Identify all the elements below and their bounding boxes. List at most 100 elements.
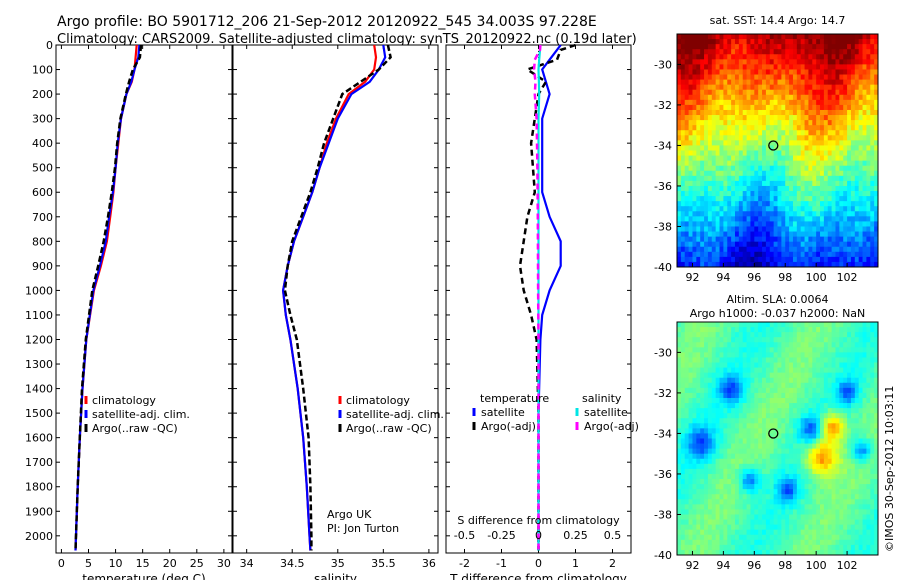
heatmap-cell bbox=[696, 175, 701, 182]
heatmap-cell bbox=[874, 231, 879, 238]
heatmap-cell bbox=[723, 504, 728, 510]
heatmap-cell bbox=[812, 352, 817, 358]
heatmap-cell bbox=[820, 221, 825, 227]
heatmap-cell bbox=[754, 74, 759, 80]
heatmap-cell bbox=[692, 115, 697, 121]
heatmap-cell bbox=[854, 89, 860, 96]
heatmap-cell bbox=[688, 382, 693, 389]
heatmap-cell bbox=[692, 226, 697, 232]
heatmap-cell bbox=[850, 504, 856, 510]
heatmap-cell bbox=[727, 332, 732, 338]
heatmap-cell bbox=[831, 150, 836, 156]
heatmap-cell bbox=[850, 438, 856, 444]
heatmap-cell bbox=[792, 251, 798, 258]
heatmap-cell bbox=[831, 49, 836, 55]
heatmap-cell bbox=[854, 463, 860, 470]
heatmap-cell bbox=[719, 382, 724, 389]
heatmap-cell bbox=[750, 443, 755, 450]
heatmap-cell bbox=[723, 130, 728, 136]
heatmap-cell bbox=[792, 494, 798, 500]
heatmap-cell bbox=[777, 458, 782, 465]
heatmap-cell bbox=[762, 544, 767, 551]
heatmap-cell bbox=[696, 130, 701, 136]
heatmap-cell bbox=[746, 84, 751, 91]
heatmap-cell bbox=[769, 165, 775, 172]
heatmap-cell bbox=[866, 54, 871, 60]
heatmap-cell bbox=[862, 241, 867, 248]
heatmap-cell bbox=[827, 337, 833, 343]
heatmap-cell bbox=[700, 332, 705, 338]
heatmap-cell bbox=[769, 39, 775, 45]
heatmap-cell bbox=[688, 120, 693, 126]
heatmap-cell bbox=[850, 342, 856, 348]
heatmap-cell bbox=[862, 216, 867, 222]
heatmap-cell bbox=[719, 403, 724, 409]
heatmap-cell bbox=[734, 524, 740, 531]
heatmap-cell bbox=[696, 529, 701, 536]
heatmap-cell bbox=[688, 529, 693, 536]
heatmap-cell bbox=[684, 403, 689, 409]
heatmap-cell bbox=[796, 39, 802, 45]
heatmap-cell bbox=[680, 347, 686, 353]
heatmap-cell bbox=[742, 125, 747, 131]
heatmap-cell bbox=[773, 443, 778, 450]
x-tick-label: -2 bbox=[459, 557, 470, 570]
heatmap-cell bbox=[727, 539, 732, 546]
heatmap-cell bbox=[820, 448, 825, 455]
heatmap-cell bbox=[792, 322, 798, 328]
heatmap-cell bbox=[734, 529, 740, 536]
heatmap-cell bbox=[734, 509, 740, 515]
heatmap-cell bbox=[692, 499, 697, 505]
heatmap-cell bbox=[804, 489, 809, 495]
heatmap-cell bbox=[704, 342, 709, 348]
heatmap-cell bbox=[866, 433, 871, 439]
heatmap-cell bbox=[808, 418, 813, 424]
heatmap-cell bbox=[843, 458, 848, 465]
heatmap-cell bbox=[823, 201, 829, 207]
heatmap-cell bbox=[688, 49, 693, 55]
heatmap-cell bbox=[677, 115, 682, 121]
heatmap-cell bbox=[719, 140, 724, 146]
heatmap-cell bbox=[785, 221, 790, 227]
heatmap-cell bbox=[874, 489, 879, 495]
heatmap-cell bbox=[862, 473, 867, 480]
heatmap-cell bbox=[734, 109, 740, 116]
heatmap-cell bbox=[781, 382, 786, 389]
heatmap-cell bbox=[704, 206, 709, 212]
heatmap-cell bbox=[777, 94, 782, 101]
heatmap-cell bbox=[742, 170, 747, 177]
heatmap-cell bbox=[711, 387, 717, 394]
heatmap-cell bbox=[734, 54, 740, 60]
heatmap-cell bbox=[777, 408, 782, 414]
heatmap-cell bbox=[692, 443, 697, 450]
heatmap-cell bbox=[804, 468, 809, 475]
heatmap-cell bbox=[727, 94, 732, 101]
heatmap-cell bbox=[762, 69, 767, 75]
heatmap-cell bbox=[750, 433, 755, 439]
heatmap-cell bbox=[777, 539, 782, 546]
heatmap-cell bbox=[704, 357, 709, 363]
heatmap-cell bbox=[750, 140, 755, 146]
heatmap-cell bbox=[808, 484, 813, 490]
heatmap-cell bbox=[727, 54, 732, 60]
heatmap-cell bbox=[746, 357, 751, 363]
heatmap-cell bbox=[785, 347, 790, 353]
heatmap-cell bbox=[781, 251, 786, 258]
heatmap-cell bbox=[723, 59, 728, 65]
heatmap-cell bbox=[773, 453, 778, 460]
heatmap-cell bbox=[781, 342, 786, 348]
heatmap-cell bbox=[839, 185, 844, 192]
heatmap-cell bbox=[858, 327, 863, 333]
heatmap-cell bbox=[866, 180, 871, 187]
heatmap-cell bbox=[758, 499, 763, 505]
heatmap-cell bbox=[816, 120, 821, 126]
heatmap-cell bbox=[758, 392, 763, 399]
heatmap-cell bbox=[762, 99, 767, 106]
heatmap-cell bbox=[719, 125, 724, 131]
x-tick-label: 10 bbox=[109, 557, 123, 570]
heatmap-cell bbox=[773, 191, 778, 197]
heatmap-cell bbox=[854, 54, 860, 60]
heatmap-cell bbox=[796, 155, 802, 162]
heatmap-cell bbox=[688, 347, 693, 353]
heatmap-cell bbox=[700, 89, 705, 96]
